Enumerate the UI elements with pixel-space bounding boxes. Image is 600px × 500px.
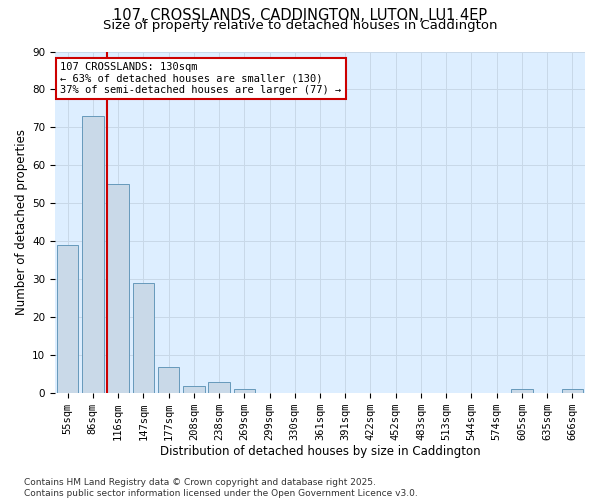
- Bar: [511, 390, 533, 393]
- Bar: [208, 382, 230, 393]
- Text: 107, CROSSLANDS, CADDINGTON, LUTON, LU1 4EP: 107, CROSSLANDS, CADDINGTON, LUTON, LU1 …: [113, 8, 487, 22]
- X-axis label: Distribution of detached houses by size in Caddington: Distribution of detached houses by size …: [160, 444, 481, 458]
- Text: 107 CROSSLANDS: 130sqm
← 63% of detached houses are smaller (130)
37% of semi-de: 107 CROSSLANDS: 130sqm ← 63% of detached…: [61, 62, 341, 95]
- Bar: [82, 116, 104, 393]
- Text: Size of property relative to detached houses in Caddington: Size of property relative to detached ho…: [103, 18, 497, 32]
- Bar: [107, 184, 129, 393]
- Bar: [183, 386, 205, 393]
- Bar: [562, 390, 583, 393]
- Text: Contains HM Land Registry data © Crown copyright and database right 2025.
Contai: Contains HM Land Registry data © Crown c…: [24, 478, 418, 498]
- Bar: [233, 390, 255, 393]
- Y-axis label: Number of detached properties: Number of detached properties: [15, 130, 28, 316]
- Bar: [133, 283, 154, 393]
- Bar: [57, 245, 79, 393]
- Bar: [158, 366, 179, 393]
